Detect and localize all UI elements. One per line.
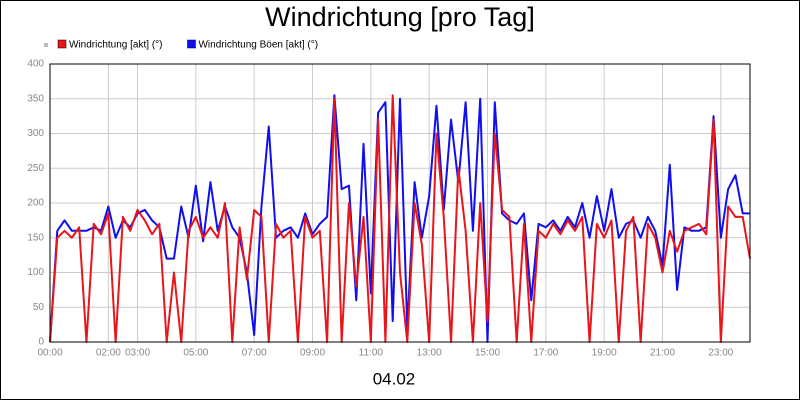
y-tick-label: 400 xyxy=(27,59,44,70)
legend-swatch xyxy=(57,39,67,49)
x-tick-label: 17:00 xyxy=(533,348,558,359)
y-tick-label: 200 xyxy=(27,198,44,209)
x-tick-label: 05:00 xyxy=(183,348,208,359)
x-tick-label: 13:00 xyxy=(417,348,442,359)
x-axis-label: 04.02 xyxy=(373,369,416,388)
plot-frame xyxy=(49,63,751,343)
y-tick-label: 300 xyxy=(27,128,44,139)
x-tick-label: 00:00 xyxy=(37,348,62,359)
y-tick-label: 150 xyxy=(27,232,44,243)
legend-swatch xyxy=(187,39,196,49)
x-tick-label: 21:00 xyxy=(650,348,675,359)
x-tick-label: 03:00 xyxy=(125,348,150,359)
chart-title: Windrichtung [pro Tag] xyxy=(265,2,535,32)
y-tick-label: 100 xyxy=(27,267,44,278)
legend-label: Windrichtung [akt] (°) xyxy=(69,40,162,51)
x-tick-label: 09:00 xyxy=(300,348,325,359)
y-tick-label: 0 xyxy=(38,337,44,348)
legend-label: Windrichtung Böen [akt] (°) xyxy=(198,40,318,51)
legend-icon xyxy=(44,43,48,47)
y-tick-label: 350 xyxy=(27,93,44,104)
x-tick-label: 02:00 xyxy=(96,348,121,359)
y-tick-label: 250 xyxy=(27,163,44,174)
x-tick-label: 07:00 xyxy=(242,348,267,359)
y-tick-label: 50 xyxy=(33,302,45,313)
x-tick-label: 23:00 xyxy=(708,348,733,359)
x-tick-label: 15:00 xyxy=(475,348,500,359)
x-tick-label: 11:00 xyxy=(359,348,384,359)
x-tick-label: 19:00 xyxy=(592,348,617,359)
